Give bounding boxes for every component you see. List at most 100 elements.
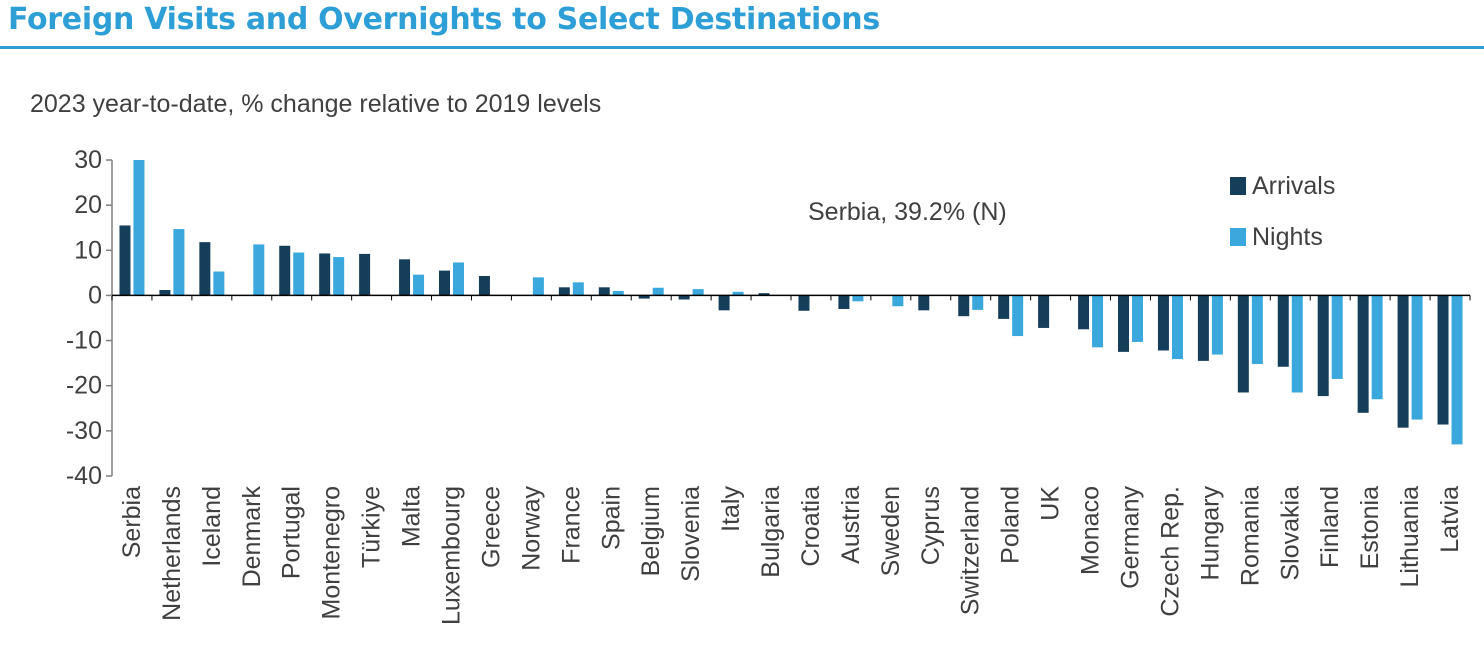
bar-arrivals-finland	[1317, 295, 1329, 397]
bar-nights-iceland	[213, 271, 225, 296]
legend-label-nights: Nights	[1252, 223, 1323, 251]
bar-nights-sweden	[892, 295, 904, 307]
bar-nights-netherlands	[173, 229, 185, 296]
x-tick-label: Switzerland	[957, 486, 985, 615]
bar-nights-italy	[732, 291, 744, 296]
x-tick-label: Slovenia	[677, 486, 705, 582]
bar-nights-france	[572, 282, 584, 296]
bar-nights-serbia	[133, 160, 145, 296]
bar-arrivals-montenegro	[319, 253, 331, 296]
bar-nights-poland	[1012, 295, 1024, 337]
bar-nights-luxembourg	[453, 262, 464, 296]
x-tick-label: UK	[1037, 486, 1065, 521]
bar-arrivals-romania	[1237, 295, 1249, 393]
bar-arrivals-austria	[838, 295, 850, 309]
bar-arrivals-portugal	[279, 245, 291, 296]
bar-arrivals-uk	[1038, 295, 1050, 328]
x-tick-label: France	[557, 486, 585, 564]
x-tick-label: Netherlands	[158, 486, 186, 621]
bar-arrivals-netherlands	[159, 290, 171, 296]
legend: Arrivals Nights	[1230, 172, 1335, 251]
bar-arrivals-poland	[998, 295, 1010, 319]
bar-arrivals-serbia	[119, 225, 131, 296]
bar-nights-montenegro	[333, 257, 345, 296]
bar-arrivals-bulgaria	[758, 293, 770, 296]
page-title: Foreign Visits and Overnights to Select …	[8, 2, 880, 37]
bar-nights-lithuania	[1411, 295, 1423, 420]
x-tick-label: Denmark	[238, 486, 266, 588]
y-tick-label: 10	[74, 236, 102, 264]
bar-arrivals-t-rkiye	[359, 253, 371, 296]
bar-arrivals-czech-rep-	[1157, 295, 1169, 351]
axes-group	[106, 159, 1471, 477]
x-tick-label: Croatia	[797, 486, 825, 567]
x-tick-label: Cyprus	[917, 486, 945, 565]
x-tick-label: Lithuania	[1396, 486, 1424, 588]
bars-group	[119, 160, 1463, 445]
x-tick-label: Italy	[717, 486, 745, 532]
bar-arrivals-cyprus	[918, 295, 930, 311]
bar-arrivals-malta	[399, 259, 411, 296]
bar-arrivals-italy	[718, 295, 730, 311]
bar-nights-finland	[1331, 295, 1343, 379]
x-tick-label: Norway	[517, 486, 545, 571]
x-tick-label: Estonia	[1356, 486, 1384, 569]
x-tick-label: Poland	[997, 486, 1025, 564]
bar-arrivals-hungary	[1197, 295, 1209, 361]
x-tick-label: Bulgaria	[757, 486, 785, 578]
x-tick-label: Serbia	[118, 486, 146, 558]
bar-nights-portugal	[293, 252, 305, 296]
x-tick-label: Latvia	[1436, 486, 1464, 553]
y-tick-label: -20	[66, 372, 102, 400]
bar-nights-latvia	[1451, 295, 1463, 445]
bar-arrivals-france	[558, 287, 570, 296]
bar-nights-malta	[413, 274, 425, 296]
x-tick-label: Czech Rep.	[1156, 486, 1184, 617]
bar-arrivals-lithuania	[1397, 295, 1409, 428]
bar-nights-estonia	[1371, 295, 1383, 400]
x-tick-label: Malta	[398, 486, 426, 547]
bar-nights-slovenia	[692, 289, 704, 296]
x-tick-label: Hungary	[1196, 486, 1224, 581]
bar-nights-slovakia	[1291, 295, 1303, 393]
bar-nights-norway	[532, 277, 544, 296]
y-tick-label: 20	[74, 191, 102, 219]
x-tick-label: Belgium	[637, 486, 665, 576]
bar-nights-austria	[852, 295, 864, 302]
x-tick-label: Monaco	[1077, 486, 1105, 575]
bar-arrivals-switzerland	[958, 295, 970, 317]
y-tick-label: -10	[66, 327, 102, 355]
x-tick-label: Austria	[837, 486, 865, 564]
bar-arrivals-belgium	[638, 295, 650, 299]
x-tick-label: Türkiye	[358, 486, 386, 568]
x-tick-label: Germany	[1117, 486, 1145, 589]
x-tick-label: Finland	[1316, 486, 1344, 568]
x-tick-label: Luxembourg	[438, 486, 466, 625]
x-tick-label: Portugal	[278, 486, 306, 579]
x-tick-label: Sweden	[877, 486, 905, 576]
x-tick-label: Greece	[477, 486, 505, 568]
bar-nights-hungary	[1211, 295, 1223, 355]
bar-arrivals-monaco	[1078, 295, 1090, 330]
chart-subtitle: 2023 year-to-date, % change relative to …	[30, 90, 602, 118]
y-tick-label: -40	[66, 462, 102, 490]
x-tick-label: Slovakia	[1276, 486, 1304, 581]
bar-nights-denmark	[253, 244, 265, 296]
x-tick-label: Iceland	[198, 486, 226, 567]
legend-swatch-arrivals	[1230, 177, 1246, 195]
labels-group: Serbia Netherlands Iceland Denmark Portugal M…	[66, 146, 1464, 625]
x-tick-label: Spain	[597, 486, 625, 550]
legend-label-arrivals: Arrivals	[1252, 172, 1335, 200]
bar-arrivals-spain	[598, 287, 610, 296]
y-tick-label: 30	[74, 146, 102, 174]
title-divider	[0, 46, 1484, 49]
bar-arrivals-germany	[1118, 295, 1129, 352]
bar-nights-spain	[612, 290, 624, 296]
bar-arrivals-slovakia	[1277, 295, 1289, 367]
bar-nights-czech-rep-	[1171, 295, 1183, 360]
bar-arrivals-estonia	[1357, 295, 1369, 413]
bar-arrivals-slovenia	[678, 295, 690, 300]
serbia-annotation: Serbia, 39.2% (N)	[808, 198, 1007, 226]
legend-swatch-nights	[1230, 228, 1246, 246]
bar-arrivals-latvia	[1437, 295, 1449, 425]
